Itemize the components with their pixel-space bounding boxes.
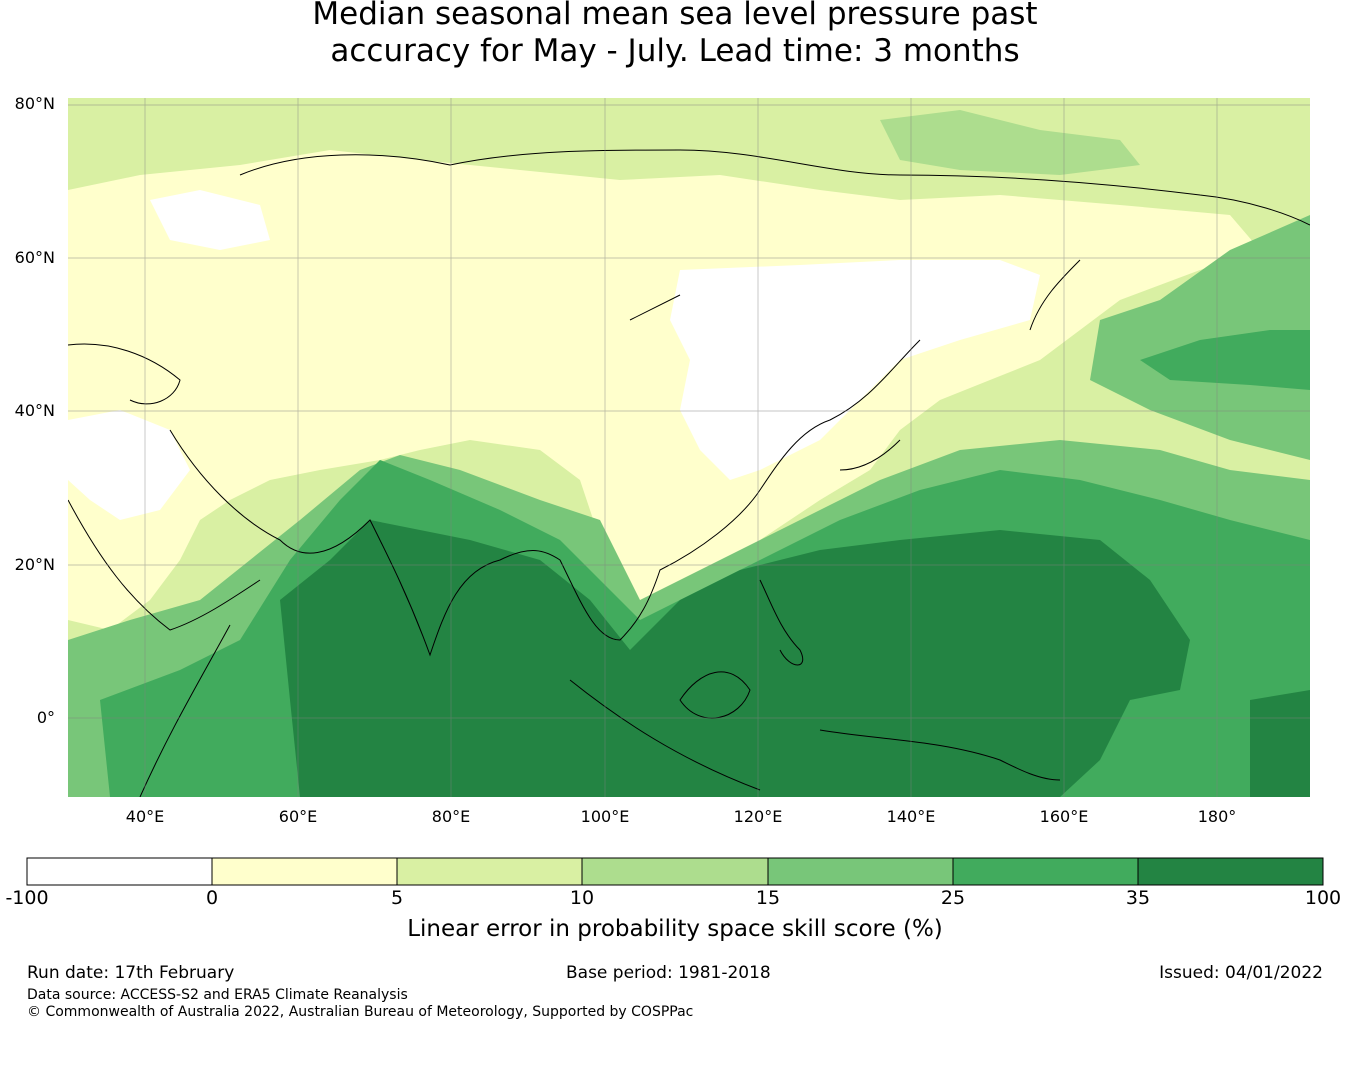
colorbar-tick-label: 10 [569, 887, 595, 909]
colorbar-segment [953, 858, 1138, 885]
title-line-1: Median seasonal mean sea level pressure … [312, 0, 1038, 32]
colorbar-label: Linear error in probability space skill … [407, 916, 943, 942]
data-source: Data source: ACCESS-S2 and ERA5 Climate … [27, 987, 408, 1003]
region-neg-arabia [68, 410, 190, 520]
title-line-2: accuracy for May - July. Lead time: 3 mo… [330, 33, 1020, 69]
lon-label: 100°E [580, 807, 630, 826]
run-date: Run date: 17th February [27, 963, 235, 983]
lon-label: 140°E [886, 807, 936, 826]
colorbar-tick-label: 0 [205, 887, 219, 909]
gridlines [68, 98, 1310, 797]
colorbar-segment [768, 858, 953, 885]
skill-field [68, 98, 1310, 797]
colorbar-tick-label: 100 [1304, 887, 1342, 909]
region-35-100-tropics [280, 520, 1190, 797]
lat-label: 60°N [14, 248, 55, 267]
lat-label: 40°N [14, 401, 55, 420]
coastlines [68, 149, 1310, 797]
lat-label: 80°N [14, 94, 55, 113]
colorbar-tick-label: 15 [755, 887, 781, 909]
region-15-25-pacific [1090, 215, 1310, 460]
copyright: © Commonwealth of Australia 2022, Austra… [27, 1004, 694, 1020]
region-25-35-pacific [1140, 330, 1310, 390]
lon-label: 60°E [278, 807, 318, 826]
region-neg-east [670, 260, 1040, 480]
region-35-100-dateline [1250, 690, 1310, 797]
chart-title: Median seasonal mean sea level pressure … [0, 0, 1350, 70]
lon-label: 180° [1197, 807, 1237, 826]
lon-label: 80°E [431, 807, 471, 826]
region-10-15-north [880, 110, 1140, 175]
lat-label: 0° [36, 708, 55, 727]
region-neg-west [150, 190, 270, 250]
colorbar-tick-label: 5 [390, 887, 404, 909]
colorbar-frame [26, 857, 1324, 886]
colorbar-segment [212, 858, 397, 885]
colorbar-tick-label: -100 [5, 887, 49, 909]
colorbar-dividers [211, 858, 1139, 885]
colorbar-segment [582, 858, 768, 885]
colorbar-segment [1138, 858, 1323, 885]
lat-label: 20°N [14, 555, 55, 574]
issued-date: Issued: 04/01/2022 [1159, 963, 1323, 983]
colorbar-tick-label: 35 [1125, 887, 1151, 909]
colorbar [26, 857, 1324, 886]
colorbar-segment [27, 858, 212, 885]
lon-label: 120°E [733, 807, 783, 826]
base-period: Base period: 1981-2018 [566, 963, 771, 983]
colorbar-tick-label: 25 [940, 887, 966, 909]
colorbar-segment [397, 858, 582, 885]
lon-label: 160°E [1039, 807, 1089, 826]
lon-label: 40°E [125, 807, 165, 826]
